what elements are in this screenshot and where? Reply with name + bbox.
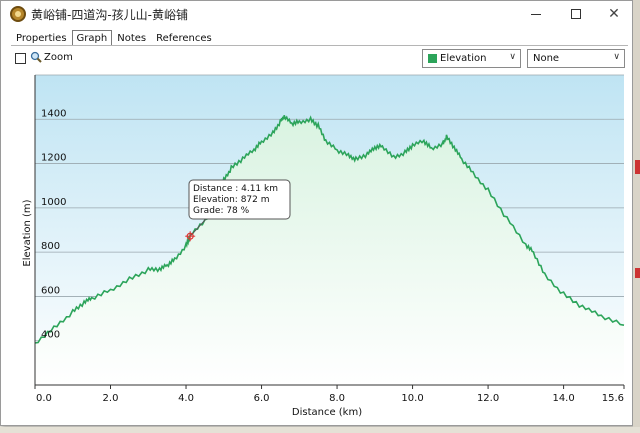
y-tick-label: 600 [41, 285, 60, 296]
x-tick-label: 10.0 [401, 393, 423, 404]
y-tick-label: 400 [41, 330, 60, 341]
x-tick-label: 15.6 [602, 393, 624, 404]
tooltip-distance: Distance : 4.11 km [193, 184, 278, 194]
chevron-down-icon: ∨ [509, 52, 516, 62]
x-tick-label: 12.0 [477, 393, 499, 404]
tooltip-grade: Grade: 78 % [193, 206, 250, 216]
y-tick-label: 1400 [41, 108, 66, 119]
background-map-edge [633, 0, 640, 433]
tab-graph[interactable]: Graph [71, 30, 113, 45]
secondary-select-value: None [533, 53, 560, 64]
position-marker [185, 231, 196, 242]
properties-window: 黄峪铺-四道沟-孩儿山-黄峪铺 ✕ Properties Graph Notes… [0, 0, 633, 426]
close-button[interactable]: ✕ [595, 1, 633, 27]
minimize-button[interactable] [517, 1, 555, 27]
series-select-value: Elevation [440, 53, 487, 64]
y-tick-label: 800 [41, 241, 60, 252]
x-axis-label: Distance (km) [292, 407, 362, 418]
tab-divider [11, 45, 628, 46]
x-tick-label: 8.0 [329, 393, 345, 404]
magnifier-icon [30, 51, 42, 63]
zoom-label: Zoom [44, 52, 73, 63]
close-icon: ✕ [608, 6, 620, 22]
y-tick-label: 1200 [41, 153, 66, 164]
maximize-button[interactable] [557, 1, 595, 27]
minimize-icon [531, 13, 541, 15]
secondary-series-select[interactable]: None ∨ [527, 49, 625, 68]
tab-strip: Properties Graph Notes References [11, 30, 217, 45]
x-tick-label: 0.0 [36, 393, 52, 404]
x-tick-label: 2.0 [103, 393, 119, 404]
title-bar[interactable]: 黄峪铺-四道沟-孩儿山-黄峪铺 ✕ [1, 1, 632, 27]
chevron-down-icon: ∨ [613, 52, 620, 62]
x-axis-ticks: 0.0 2.0 4.0 6.0 8.0 10.0 12.0 14.0 15.6 [34, 385, 625, 404]
tooltip: Distance : 4.11 km Elevation: 872 m Grad… [188, 179, 291, 220]
y-tick-label: 1000 [41, 197, 66, 208]
maximize-icon [571, 9, 581, 19]
series-select[interactable]: Elevation ∨ [422, 49, 521, 68]
elevation-profile-chart[interactable]: 0.0 2.0 4.0 6.0 8.0 10.0 12.0 14.0 15.6 400 600 80… [1, 1, 634, 427]
elevation-area-fill [35, 115, 624, 385]
tab-properties[interactable]: Properties [16, 33, 67, 44]
window-title: 黄峪铺-四道沟-孩儿山-黄峪铺 [31, 8, 188, 22]
series-color-swatch [428, 54, 437, 63]
tab-notes[interactable]: Notes [117, 33, 147, 44]
tab-references[interactable]: References [156, 33, 212, 44]
tooltip-elevation: Elevation: 872 m [193, 195, 270, 205]
app-icon [10, 6, 26, 22]
y-axis-ticks: 400 600 800 1000 1200 1400 [41, 108, 66, 340]
elevation-line [34, 114, 625, 344]
tooltip-leader [189, 218, 207, 237]
x-tick-label: 14.0 [552, 393, 574, 404]
zoom-checkbox[interactable] [15, 53, 26, 64]
x-tick-label: 4.0 [178, 393, 194, 404]
x-tick-label: 6.0 [254, 393, 270, 404]
y-axis-label: Elevation (m) [22, 199, 33, 266]
background-map-edge-bottom [0, 427, 640, 433]
